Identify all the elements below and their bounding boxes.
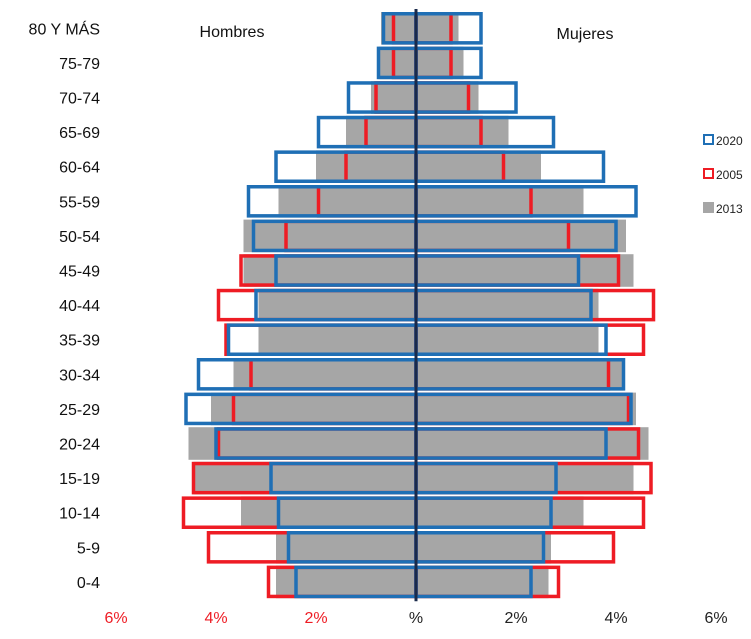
bar-2013-hombres-45-49 bbox=[243, 254, 416, 287]
bar-2013-mujeres-0-4 bbox=[416, 565, 549, 599]
category-label-10-14: 10-14 bbox=[59, 506, 100, 523]
category-label-15-19: 15-19 bbox=[59, 471, 100, 488]
group-label-mujeres: Mujeres bbox=[557, 26, 614, 43]
category-label-75-79: 75-79 bbox=[59, 56, 100, 73]
bar-2013-mujeres-65-69 bbox=[416, 115, 509, 149]
legend-swatch-2005 bbox=[703, 168, 714, 179]
bar-2013-hombres-70-74 bbox=[371, 81, 416, 114]
bar-2013-mujeres-60-64 bbox=[416, 150, 541, 183]
category-label-60-64: 60-64 bbox=[59, 160, 100, 177]
x-tick-label-neg6: 6% bbox=[104, 610, 127, 627]
category-label-5-9: 5-9 bbox=[77, 540, 100, 557]
bar-2013-hombres-25-29 bbox=[211, 392, 416, 426]
bar-2013-hombres-55-59 bbox=[278, 185, 416, 218]
bars-layer bbox=[181, 12, 656, 599]
category-label-70-74: 70-74 bbox=[59, 91, 100, 108]
category-label-35-39: 35-39 bbox=[59, 333, 100, 350]
bar-2013-hombres-65-69 bbox=[346, 115, 416, 149]
category-label-0-4: 0-4 bbox=[77, 575, 100, 592]
category-label-80-y-m-s: 80 Y MÁS bbox=[29, 19, 100, 38]
bar-2013-mujeres-50-54 bbox=[416, 219, 626, 253]
legend-swatch-2020 bbox=[703, 134, 714, 145]
category-label-50-54: 50-54 bbox=[59, 229, 100, 246]
bar-2013-hombres-40-44 bbox=[258, 288, 416, 322]
bar-2013-hombres-30-34 bbox=[233, 358, 416, 391]
bar-2013-hombres-10-14 bbox=[241, 496, 416, 529]
bar-2013-mujeres-75-79 bbox=[416, 46, 464, 80]
bar-2013-mujeres-25-29 bbox=[416, 392, 636, 426]
bar-2013-mujeres-35-39 bbox=[416, 323, 599, 356]
x-tick-label-neg2: 2% bbox=[304, 610, 327, 627]
bar-2013-hombres-15-19 bbox=[193, 461, 416, 495]
category-label-55-59: 55-59 bbox=[59, 194, 100, 211]
bar-2013-mujeres-20-24 bbox=[416, 427, 649, 460]
category-label-45-49: 45-49 bbox=[59, 264, 100, 281]
category-label-40-44: 40-44 bbox=[59, 298, 100, 315]
bar-2013-hombres-75-79 bbox=[378, 46, 416, 80]
legend-label-2005: 2005 bbox=[716, 168, 743, 182]
bar-2013-hombres-50-54 bbox=[243, 219, 416, 253]
category-label-20-24: 20-24 bbox=[59, 437, 100, 454]
group-label-hombres: Hombres bbox=[200, 24, 265, 41]
legend-label-2013: 2013 bbox=[716, 202, 743, 216]
bar-2013-mujeres-5-9 bbox=[416, 531, 551, 564]
bar-2013-mujeres-40-44 bbox=[416, 288, 599, 322]
bar-2013-mujeres-30-34 bbox=[416, 358, 624, 391]
bar-2013-mujeres-10-14 bbox=[416, 496, 584, 529]
x-tick-label-pos6: 6% bbox=[704, 610, 727, 627]
x-tick-label-pos4: 4% bbox=[604, 610, 627, 627]
text-layer: 80 Y MÁS 75-79 70-74 65-69 60-64 55-59 50-54 45… bbox=[29, 19, 743, 627]
legend-label-2020: 2020 bbox=[716, 134, 743, 148]
category-label-65-69: 65-69 bbox=[59, 125, 100, 142]
bar-2013-hombres-5-9 bbox=[276, 531, 416, 564]
x-tick-label-pos2: 2% bbox=[504, 610, 527, 627]
x-tick-label-zero0: % bbox=[409, 610, 423, 627]
bar-2013-hombres-80-y-m-s bbox=[381, 12, 416, 45]
bar-2013-hombres-20-24 bbox=[188, 427, 416, 460]
category-label-25-29: 25-29 bbox=[59, 402, 100, 419]
bar-2013-hombres-60-64 bbox=[316, 150, 416, 183]
bar-2013-hombres-0-4 bbox=[276, 565, 416, 599]
bar-2013-hombres-35-39 bbox=[258, 323, 416, 356]
x-tick-label-neg4: 4% bbox=[204, 610, 227, 627]
legend-swatch-2013 bbox=[703, 202, 714, 213]
bar-2013-mujeres-55-59 bbox=[416, 185, 584, 218]
bar-2013-mujeres-15-19 bbox=[416, 461, 634, 495]
category-label-30-34: 30-34 bbox=[59, 367, 100, 384]
bar-2013-mujeres-45-49 bbox=[416, 254, 634, 287]
